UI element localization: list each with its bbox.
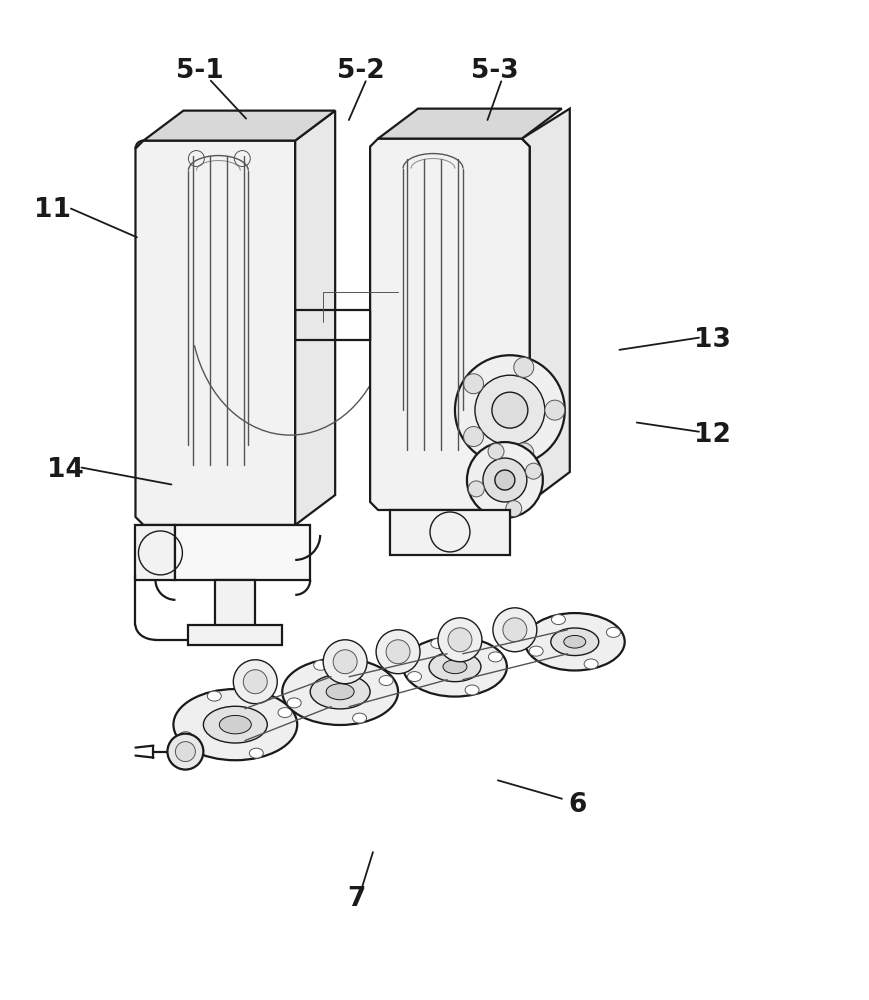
Circle shape — [376, 630, 420, 674]
Polygon shape — [176, 525, 310, 580]
Ellipse shape — [174, 689, 297, 760]
Circle shape — [468, 481, 484, 497]
Polygon shape — [136, 525, 176, 580]
Ellipse shape — [408, 672, 421, 682]
Ellipse shape — [208, 691, 222, 701]
Circle shape — [495, 470, 514, 490]
Ellipse shape — [403, 637, 507, 697]
Ellipse shape — [564, 635, 586, 648]
Ellipse shape — [607, 627, 620, 637]
Ellipse shape — [326, 684, 355, 700]
Circle shape — [333, 650, 357, 674]
Text: 14: 14 — [48, 457, 84, 483]
Polygon shape — [522, 109, 570, 502]
Circle shape — [488, 443, 504, 459]
Ellipse shape — [287, 698, 302, 708]
Ellipse shape — [488, 652, 502, 662]
Circle shape — [386, 640, 410, 664]
Text: 13: 13 — [693, 327, 731, 353]
Circle shape — [492, 392, 527, 428]
Ellipse shape — [249, 748, 263, 758]
Ellipse shape — [529, 646, 543, 656]
Ellipse shape — [584, 659, 598, 669]
Ellipse shape — [314, 660, 328, 670]
Circle shape — [483, 458, 527, 502]
Ellipse shape — [443, 660, 467, 674]
Ellipse shape — [551, 628, 599, 656]
Circle shape — [168, 734, 203, 770]
Circle shape — [463, 374, 483, 394]
Text: 7: 7 — [348, 886, 366, 912]
Ellipse shape — [282, 658, 398, 725]
Polygon shape — [378, 109, 561, 139]
Ellipse shape — [278, 708, 292, 718]
Ellipse shape — [353, 713, 367, 723]
Text: 5-1: 5-1 — [176, 58, 224, 84]
Circle shape — [448, 628, 472, 652]
Circle shape — [463, 427, 483, 447]
Polygon shape — [143, 111, 335, 141]
Circle shape — [475, 375, 545, 445]
Text: 5-2: 5-2 — [337, 58, 385, 84]
Ellipse shape — [203, 706, 268, 743]
Circle shape — [438, 618, 482, 662]
Polygon shape — [370, 139, 530, 510]
Text: 11: 11 — [34, 197, 71, 223]
Circle shape — [503, 618, 527, 642]
Circle shape — [233, 660, 277, 704]
Polygon shape — [136, 141, 295, 525]
Circle shape — [514, 357, 534, 377]
Polygon shape — [189, 625, 282, 645]
Circle shape — [506, 501, 521, 517]
Text: 5-3: 5-3 — [471, 58, 519, 84]
Polygon shape — [390, 510, 510, 555]
Circle shape — [526, 463, 541, 479]
Ellipse shape — [379, 676, 393, 686]
Ellipse shape — [429, 652, 481, 682]
Polygon shape — [216, 580, 255, 630]
Circle shape — [455, 355, 565, 465]
Circle shape — [176, 742, 196, 762]
Circle shape — [243, 670, 268, 694]
Text: 6: 6 — [568, 792, 587, 818]
Ellipse shape — [525, 613, 625, 670]
Circle shape — [467, 442, 543, 518]
Circle shape — [514, 443, 534, 463]
Text: 12: 12 — [693, 422, 731, 448]
Ellipse shape — [179, 732, 193, 742]
Circle shape — [545, 400, 565, 420]
Ellipse shape — [431, 638, 445, 648]
Ellipse shape — [219, 715, 251, 734]
Circle shape — [493, 608, 537, 652]
Ellipse shape — [310, 674, 370, 709]
Ellipse shape — [552, 615, 566, 625]
Circle shape — [323, 640, 367, 684]
Polygon shape — [295, 111, 335, 525]
Ellipse shape — [465, 685, 479, 695]
